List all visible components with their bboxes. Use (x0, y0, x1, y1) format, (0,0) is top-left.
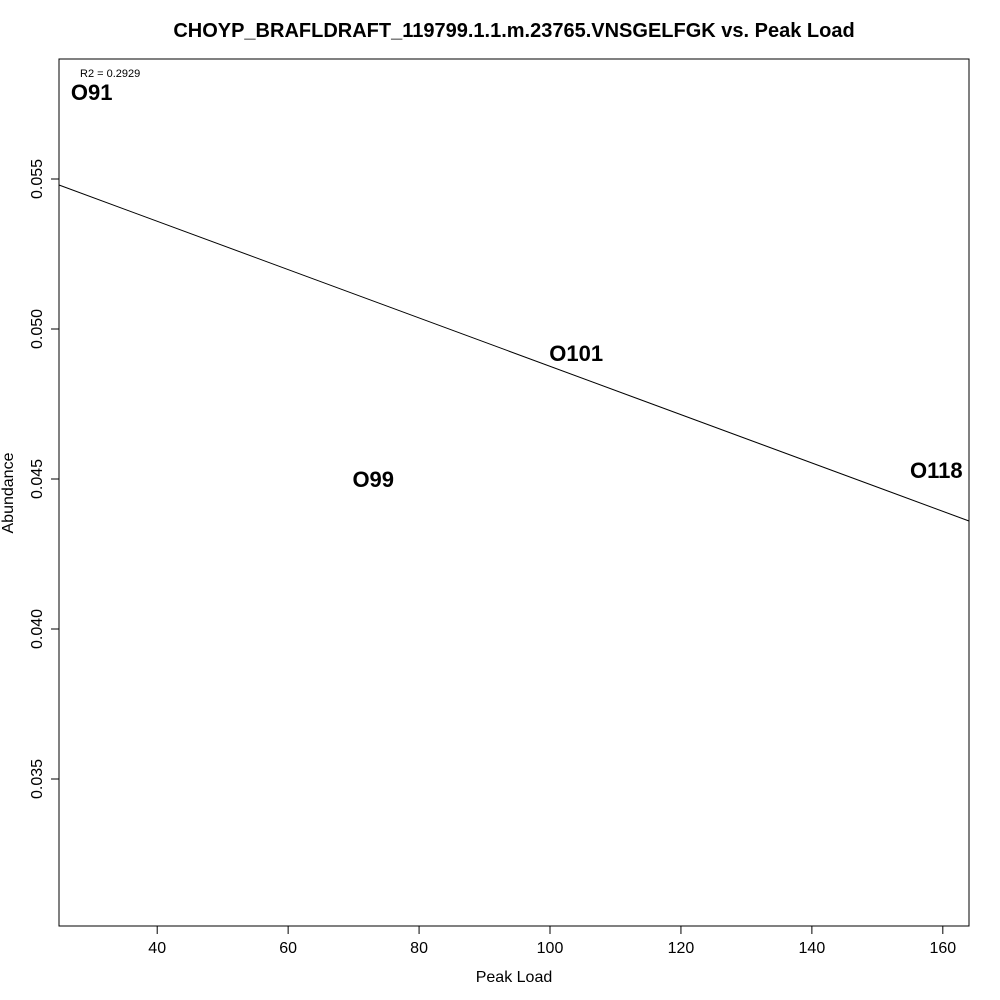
y-axis: 0.035 0.040 0.045 0.050 0.055 (29, 159, 59, 799)
data-point-O101: O101 (549, 341, 603, 366)
y-tick-label: 0.055 (29, 159, 46, 199)
data-point-O118: O118 (910, 458, 963, 483)
x-tick-label: 120 (668, 940, 695, 957)
x-tick-label: 100 (537, 940, 564, 957)
y-axis-label: Abundance (0, 452, 17, 533)
x-tick-label: 40 (148, 940, 166, 957)
y-tick-label: 0.035 (29, 759, 46, 799)
x-tick-label: 60 (279, 940, 297, 957)
x-axis-label: Peak Load (476, 969, 553, 986)
r2-annotation: R2 = 0.2929 (80, 68, 140, 80)
x-axis: 40 60 80 100 120 140 160 (148, 926, 956, 957)
x-tick-label: 140 (799, 940, 826, 957)
regression-line (58, 184, 970, 522)
y-tick-label: 0.045 (29, 459, 46, 499)
y-tick-label: 0.050 (29, 309, 46, 349)
data-point-O99: O99 (352, 467, 394, 492)
y-tick-label: 0.040 (29, 609, 46, 649)
data-point-O91: O91 (71, 80, 113, 105)
x-tick-label: 80 (410, 940, 428, 957)
x-tick-label: 160 (929, 940, 956, 957)
point-labels: O91 O101 O99 O118 (71, 80, 963, 492)
plot-frame (58, 58, 970, 927)
chart-title: CHOYP_BRAFLDRAFT_119799.1.1.m.23765.VNSG… (173, 20, 854, 42)
